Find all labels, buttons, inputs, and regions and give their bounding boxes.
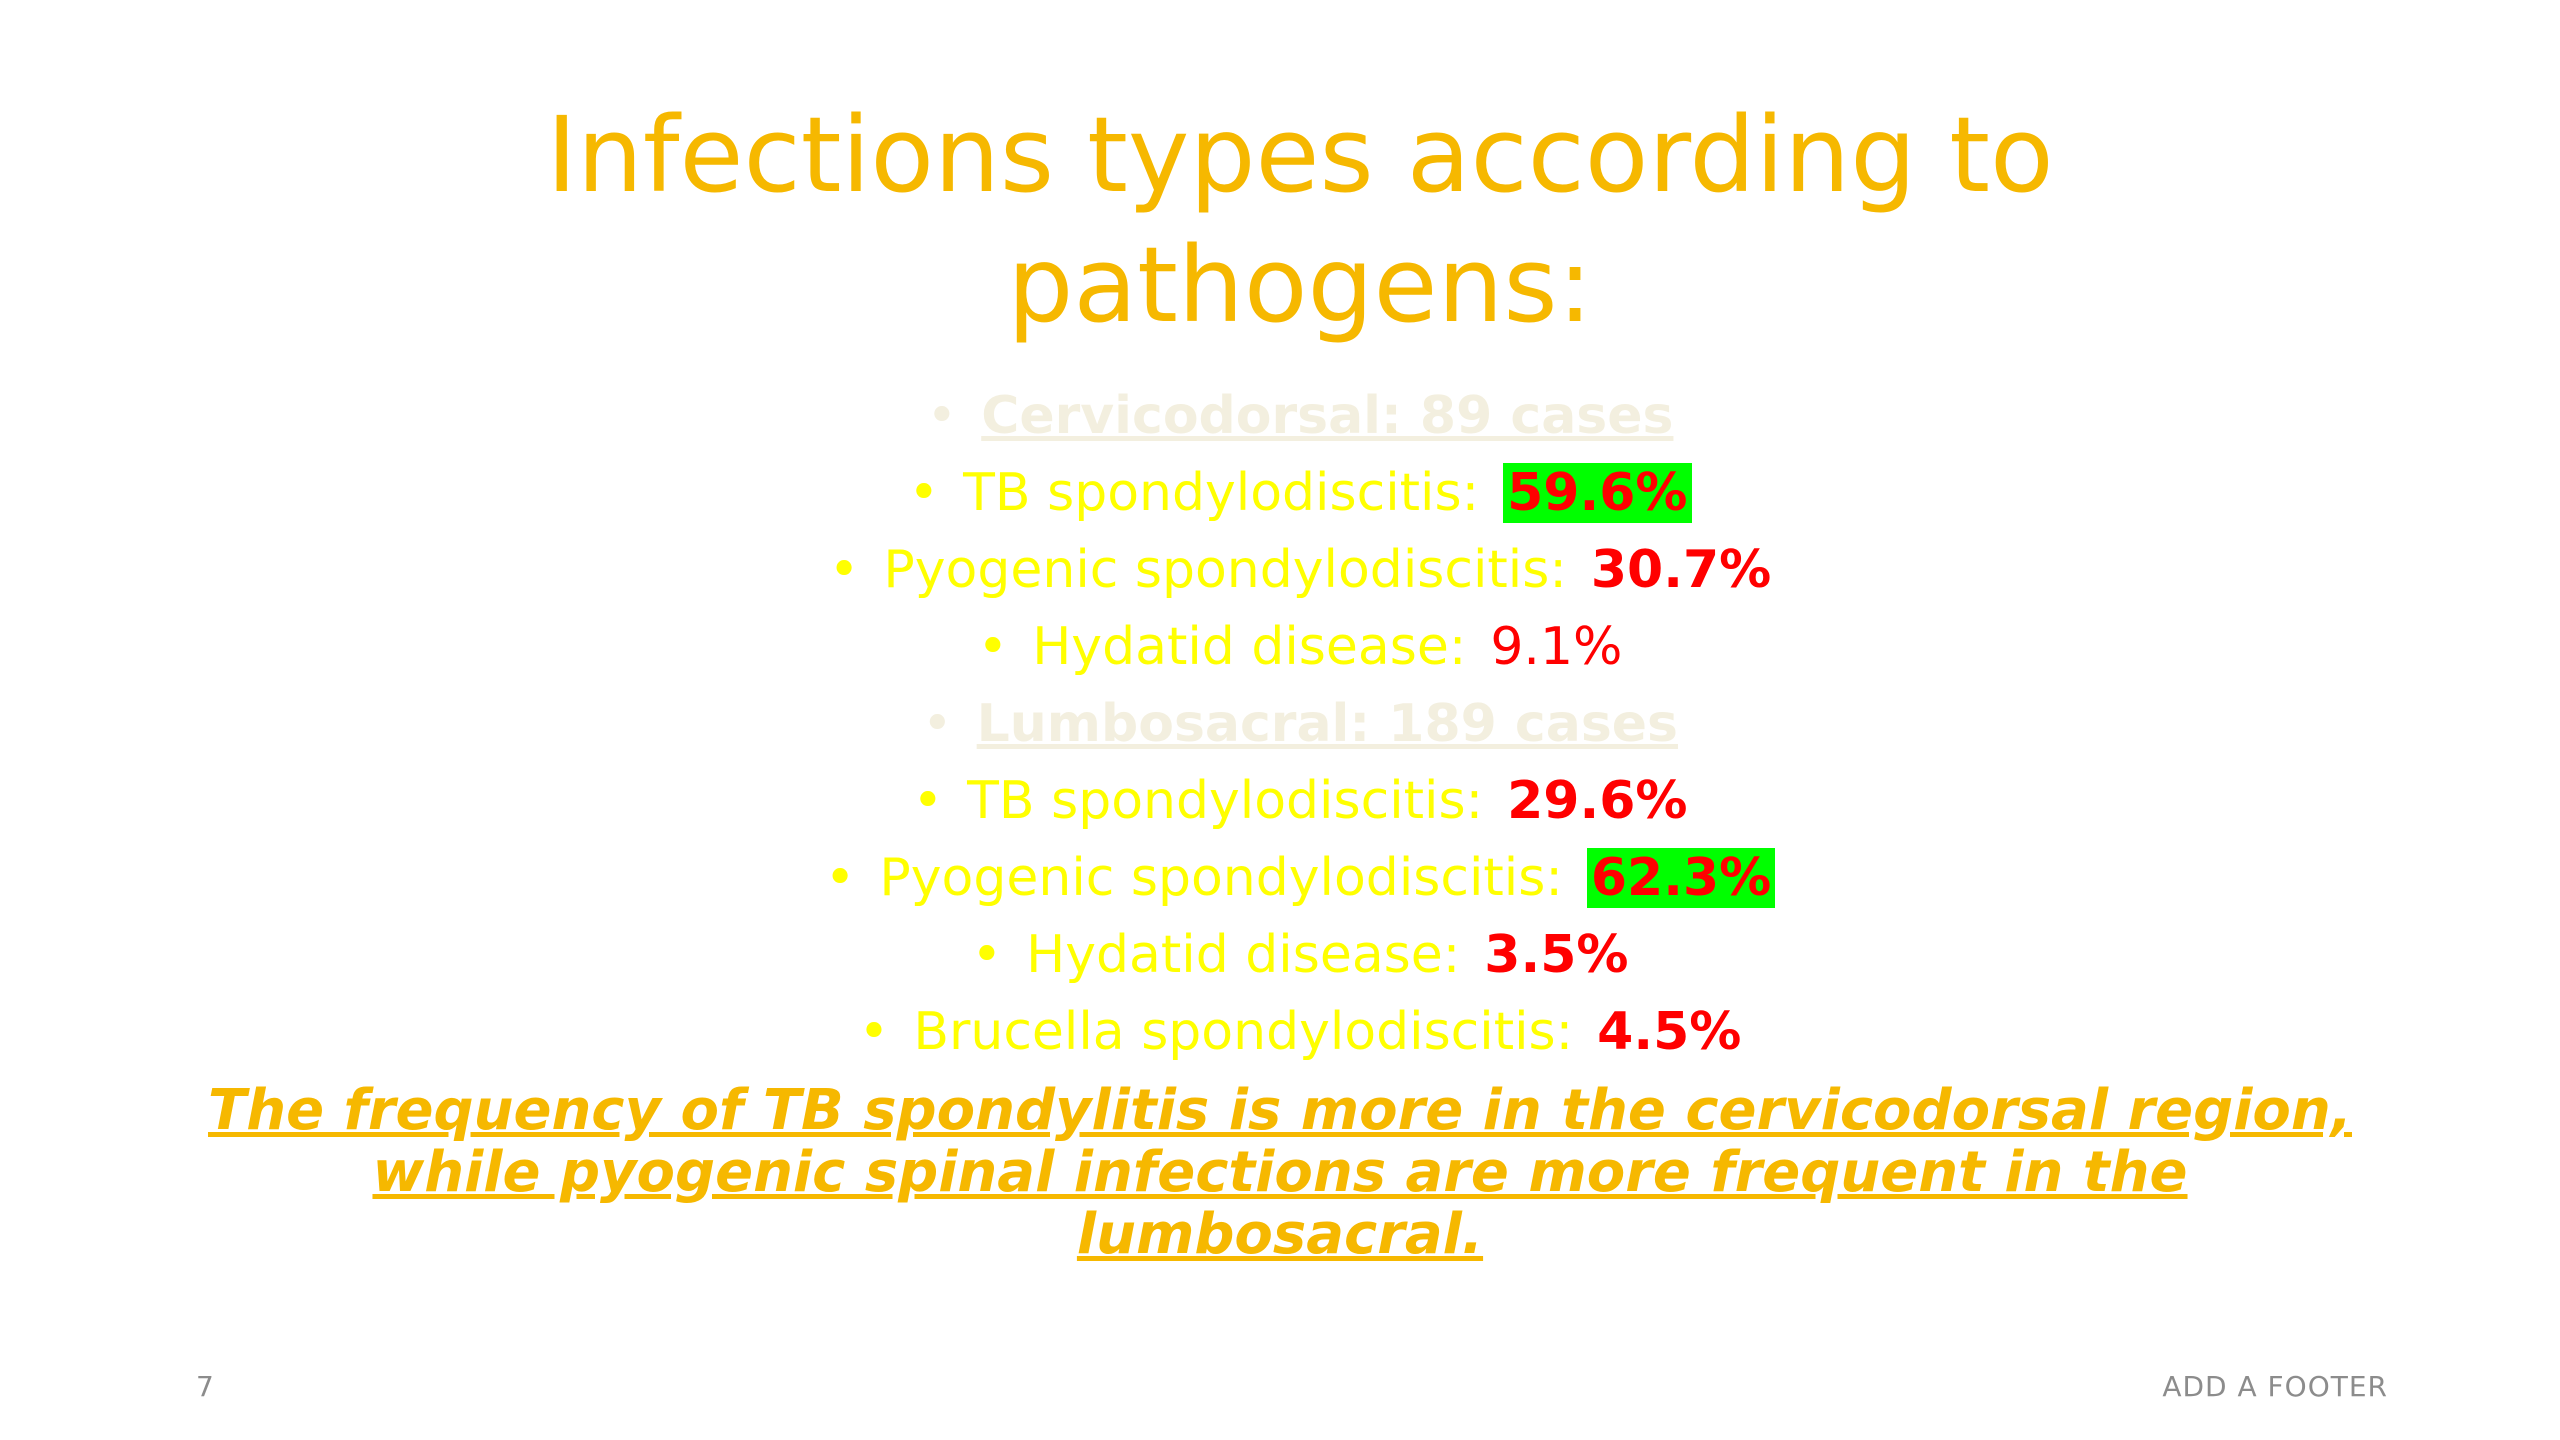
bullet-icon: • bbox=[921, 694, 953, 754]
bullet-icon: • bbox=[824, 848, 856, 908]
list-item-hydatid-lumbosacral: • Hydatid disease: 3.5% bbox=[220, 917, 2380, 994]
item-label: TB spondylodiscitis: bbox=[963, 463, 1480, 523]
item-label: Pyogenic spondylodiscitis: bbox=[883, 540, 1567, 600]
item-value: 29.6% bbox=[1507, 771, 1688, 831]
slide-number: 7 bbox=[196, 1370, 214, 1403]
section-label: Lumbosacral: 189 cases bbox=[976, 694, 1678, 754]
item-label: Hydatid disease: bbox=[1026, 925, 1461, 985]
bullet-icon: • bbox=[977, 617, 1009, 677]
item-value: 59.6% bbox=[1503, 463, 1692, 523]
item-value: 4.5% bbox=[1597, 1002, 1742, 1062]
bullet-icon: • bbox=[828, 540, 860, 600]
list-item-pyogenic-cervicodorsal: • Pyogenic spondylodiscitis: 30.7% bbox=[220, 532, 2380, 609]
slide-title: Infections types according to pathogens: bbox=[546, 94, 2054, 346]
item-label: Pyogenic spondylodiscitis: bbox=[879, 848, 1563, 908]
bullet-icon: • bbox=[971, 925, 1003, 985]
item-value: 3.5% bbox=[1484, 925, 1629, 985]
section-label: Cervicodorsal: 89 cases bbox=[981, 386, 1674, 446]
section-line-lumbosacral: • Lumbosacral: 189 cases bbox=[220, 686, 2380, 763]
bullet-icon: • bbox=[912, 771, 944, 831]
list-item-pyogenic-lumbosacral: • Pyogenic spondylodiscitis: 62.3% bbox=[220, 840, 2380, 917]
item-value: 62.3% bbox=[1586, 848, 1776, 908]
bullet-icon: • bbox=[858, 1002, 890, 1062]
conclusion-text: The frequency of TB spondylitis is more … bbox=[208, 1078, 2352, 1267]
footer-text: ADD A FOOTER bbox=[2162, 1370, 2388, 1403]
item-label: Brucella spondylodiscitis: bbox=[913, 1002, 1574, 1062]
section-line-cervicodorsal: • Cervicodorsal: 89 cases bbox=[220, 378, 2380, 455]
list-item-hydatid-cervicodorsal: • Hydatid disease: 9.1% bbox=[220, 609, 2380, 686]
item-label: TB spondylodiscitis: bbox=[967, 771, 1484, 831]
item-label: Hydatid disease: bbox=[1032, 617, 1467, 677]
bullet-icon: • bbox=[908, 463, 940, 523]
bullet-icon: • bbox=[926, 386, 958, 446]
list-item-tb-lumbosacral: • TB spondylodiscitis: 29.6% bbox=[220, 763, 2380, 840]
list-item-brucella-lumbosacral: • Brucella spondylodiscitis: 4.5% bbox=[220, 994, 2380, 1071]
content-list: • Cervicodorsal: 89 cases • TB spondylodis… bbox=[220, 378, 2380, 1071]
item-value: 9.1% bbox=[1490, 617, 1623, 677]
item-value: 30.7% bbox=[1590, 540, 1772, 600]
list-item-tb-cervicodorsal: • TB spondylodiscitis: 59.6% bbox=[220, 455, 2380, 532]
